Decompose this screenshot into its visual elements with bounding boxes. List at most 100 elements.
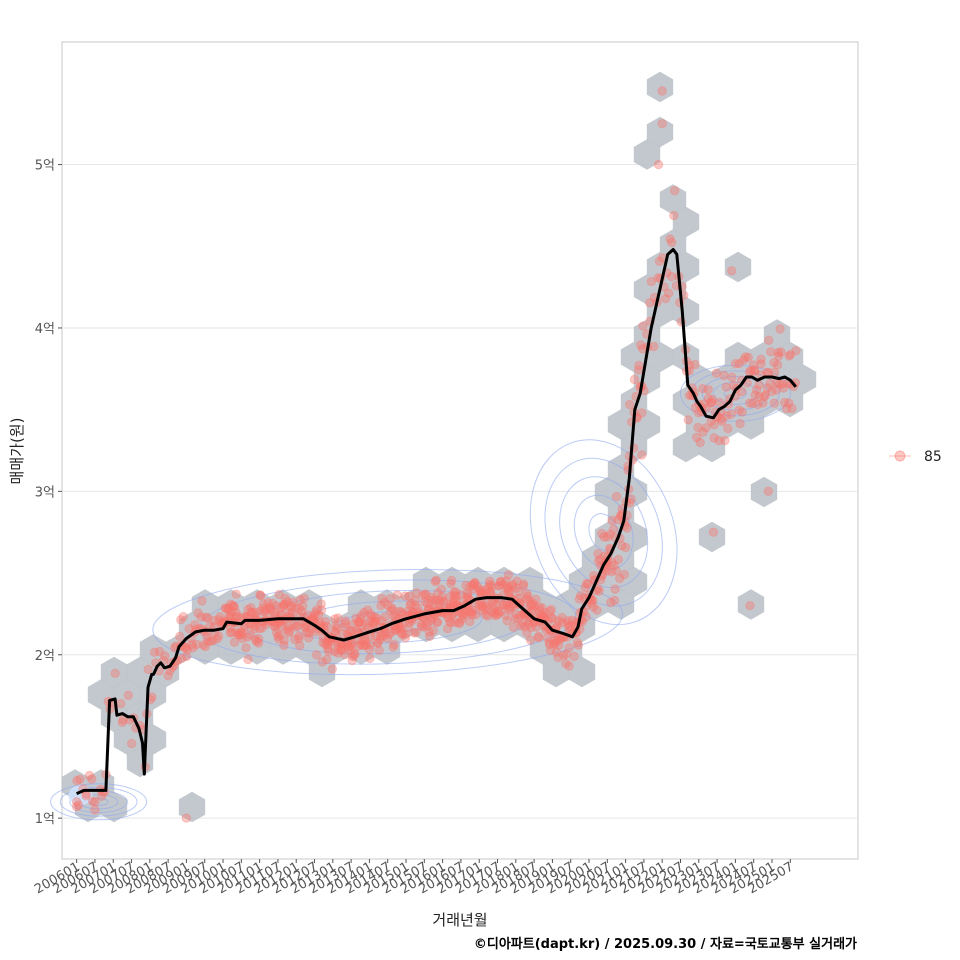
transaction-point [291, 603, 301, 613]
transaction-point [192, 639, 202, 650]
transaction-point [446, 617, 456, 628]
transaction-point [777, 379, 788, 389]
scatter-points [71, 86, 801, 823]
transaction-point [599, 532, 609, 542]
transaction-point [434, 597, 445, 607]
transaction-point [594, 586, 604, 596]
transaction-point [294, 631, 304, 641]
transaction-point [635, 340, 646, 350]
transaction-point [418, 590, 428, 600]
transaction-point [292, 621, 302, 631]
transaction-point [458, 609, 468, 619]
transaction-point [769, 357, 779, 368]
transaction-point [330, 646, 340, 657]
transaction-point [756, 359, 766, 369]
transaction-point [569, 651, 579, 662]
hexbin-cell [633, 319, 661, 350]
transaction-point [450, 587, 461, 597]
transaction-point [493, 608, 503, 619]
transaction-point [298, 601, 308, 611]
transaction-point [256, 590, 266, 601]
transaction-point [458, 610, 468, 621]
transaction-point [390, 625, 400, 636]
transaction-point [347, 655, 357, 666]
hexbin-cell [750, 476, 778, 508]
transaction-point [754, 392, 764, 402]
transaction-point [149, 647, 160, 657]
transaction-point [549, 639, 560, 649]
transaction-point [175, 631, 185, 642]
transaction-point [546, 604, 556, 615]
transaction-point [507, 581, 517, 591]
transaction-point [513, 614, 523, 624]
hexbin-cell [542, 656, 570, 688]
transaction-point [259, 607, 269, 617]
transaction-point [424, 627, 434, 637]
transaction-point [333, 613, 343, 623]
transaction-point [514, 593, 524, 604]
contour-line [573, 494, 634, 570]
hexbin-cell [516, 566, 544, 598]
transaction-point [370, 617, 380, 627]
contour-line [59, 786, 138, 817]
hexbin-cell [308, 656, 336, 688]
transaction-point [331, 621, 341, 631]
hexbin-cell [295, 589, 323, 620]
contour-line [690, 370, 780, 417]
transaction-point [396, 629, 407, 639]
transaction-point [505, 605, 515, 615]
transaction-point [611, 566, 621, 576]
transaction-point [346, 625, 356, 636]
transaction-point [346, 640, 356, 650]
transaction-point [400, 633, 411, 643]
transaction-point [301, 622, 311, 632]
hexbin-cell [490, 611, 518, 643]
transaction-point [286, 600, 297, 610]
transaction-point [250, 607, 260, 618]
contour-line [588, 513, 619, 552]
transaction-point [310, 607, 321, 617]
transaction-point [776, 347, 786, 357]
hexbin-cell [178, 611, 206, 643]
transaction-point [524, 596, 534, 606]
transaction-point [573, 640, 584, 650]
transaction-point [580, 582, 590, 593]
transaction-point [506, 602, 517, 612]
transaction-point [214, 631, 224, 641]
transaction-point [664, 288, 674, 298]
transaction-point [225, 628, 235, 638]
transaction-point [551, 636, 561, 646]
transaction-point [72, 775, 82, 786]
transaction-point [340, 618, 350, 629]
hexbin-cell [607, 454, 635, 485]
transaction-point [202, 632, 212, 642]
transaction-point [249, 624, 259, 634]
transaction-point [767, 386, 777, 397]
transaction-point [613, 515, 623, 525]
transaction-point [581, 612, 591, 622]
transaction-point [268, 598, 278, 609]
transaction-point [286, 602, 296, 612]
transaction-point [748, 360, 759, 370]
transaction-point [282, 624, 292, 634]
contour-line [50, 783, 148, 821]
transaction-point [284, 626, 294, 636]
transaction-point [357, 620, 367, 631]
transaction-point [277, 621, 287, 631]
transaction-point [597, 528, 607, 539]
transaction-point [308, 613, 318, 624]
transaction-point [487, 581, 497, 591]
transaction-point [351, 613, 361, 623]
transaction-point [295, 595, 305, 605]
contour-line [199, 579, 577, 665]
transaction-point [611, 491, 622, 502]
transaction-point [313, 610, 324, 620]
transaction-point [457, 614, 467, 624]
density-contours [50, 364, 791, 821]
transaction-point [588, 602, 598, 612]
transaction-point [505, 587, 515, 597]
trend-line [76, 248, 797, 795]
hexbin-cell [789, 364, 817, 395]
transaction-point [208, 635, 218, 646]
